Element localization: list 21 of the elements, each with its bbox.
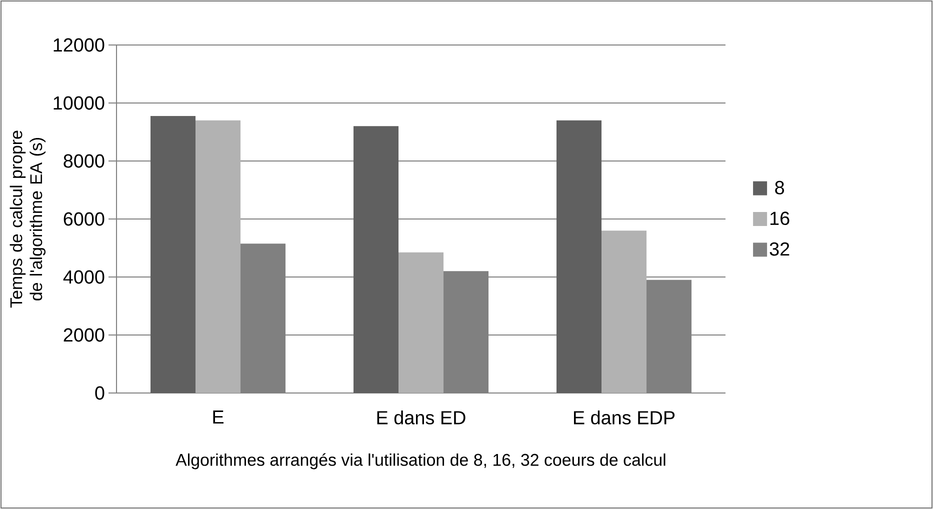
x-tick-label: E dans EDP (574, 410, 675, 424)
bar (556, 120, 602, 393)
y-tick-label: 2000 (64, 328, 104, 342)
x-tick-label: E (213, 410, 224, 424)
bar (196, 120, 241, 393)
y-tick-label: 12000 (54, 38, 104, 52)
bar (602, 230, 647, 393)
legend-label: 32 (770, 242, 790, 256)
y-tick-label: 4000 (63, 270, 104, 284)
x-axis-title: Algorithmes arrangés via l'utilisation de 8, 16, 32 coeurs de calcul (176, 453, 666, 470)
bar (354, 126, 399, 393)
y-tick-label: 0 (95, 386, 104, 400)
legend-label: 16 (770, 212, 790, 226)
bar (150, 116, 196, 393)
bar (398, 252, 444, 393)
legend-label: 8 (775, 180, 784, 194)
y-tick-label: 6000 (64, 212, 104, 226)
y-axis-title: Temps de calcul propre de l'algorithme EA (s) (10, 130, 46, 308)
x-tick-label: E dans ED (377, 410, 466, 424)
y-tick-label: 10000 (54, 96, 104, 110)
y-tick-label: 8000 (64, 154, 104, 168)
